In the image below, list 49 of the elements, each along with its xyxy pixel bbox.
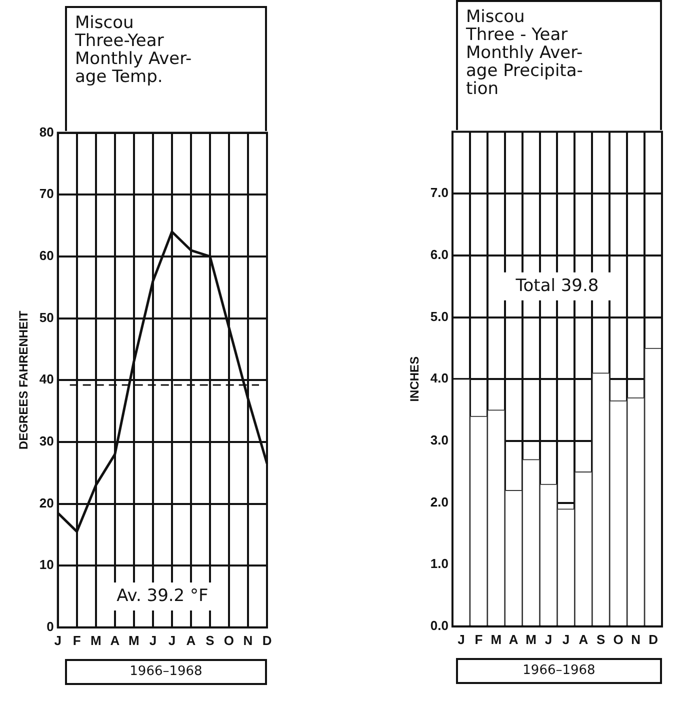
x-tick-label: O — [613, 632, 624, 647]
y-tick-label: 0.0 — [430, 618, 448, 633]
chart-title: Miscou Three-Year Monthly Aver- age Temp. — [65, 6, 267, 131]
y-tick-label: 7.0 — [430, 185, 448, 200]
x-tick-label: M — [90, 632, 102, 648]
x-tick-label: J — [562, 632, 570, 647]
y-tick-label: 40 — [39, 372, 54, 387]
y-tick-label: 5.0 — [430, 308, 448, 324]
y-axis-title: INCHES — [408, 356, 422, 402]
y-tick-label: 20 — [39, 495, 54, 510]
x-tick-label: F — [474, 632, 483, 647]
y-tick-label: 1.0 — [430, 556, 448, 572]
y-tick-label: 50 — [39, 310, 54, 325]
x-tick-label: J — [54, 632, 62, 648]
x-tick-label: A — [578, 632, 589, 647]
x-tick-label: M — [490, 632, 502, 647]
y-tick-label: 4.0 — [430, 370, 448, 386]
y-tick-label: 70 — [39, 186, 54, 202]
x-tick-label: N — [631, 632, 641, 647]
x-tick-label: A — [186, 632, 196, 648]
x-tick-label: D — [262, 632, 272, 648]
x-tick-label: J — [149, 632, 157, 648]
x-tick-label: M — [526, 632, 536, 647]
x-tick-label: M — [128, 632, 140, 648]
y-tick-label: 3.0 — [430, 432, 448, 448]
x-tick-label: A — [110, 632, 120, 648]
annotation: Total 39.8 — [514, 276, 599, 296]
y-tick-label: 80 — [39, 124, 54, 140]
x-tick-label: A — [508, 632, 519, 647]
x-tick-label: N — [243, 632, 253, 648]
annotation: Av. 39.2 °F — [116, 586, 208, 606]
text: 1966–1968 — [65, 659, 267, 685]
y-tick-label: 10 — [39, 557, 54, 572]
y-tick-label: 60 — [39, 248, 54, 264]
x-tick-label: J — [544, 632, 552, 647]
y-tick-label: 0 — [46, 618, 54, 634]
y-axis-title: DEGREES FAHRENHEIT — [16, 310, 31, 450]
chart-title: Miscou Three - Year Monthly Aver- age Precipita- tion — [456, 0, 662, 130]
x-tick-label: F — [72, 632, 81, 648]
x-tick-label: S — [206, 632, 215, 648]
x-tick-label: O — [224, 632, 234, 648]
x-tick-label: J — [168, 632, 176, 648]
x-tick-label: S — [596, 632, 606, 647]
y-tick-label: 2.0 — [430, 494, 448, 510]
y-tick-label: 6.0 — [430, 247, 448, 262]
x-tick-label: J — [458, 632, 465, 647]
text: 1966–1968 — [456, 658, 662, 684]
y-tick-label: 30 — [39, 434, 54, 449]
x-tick-label: D — [648, 632, 658, 647]
